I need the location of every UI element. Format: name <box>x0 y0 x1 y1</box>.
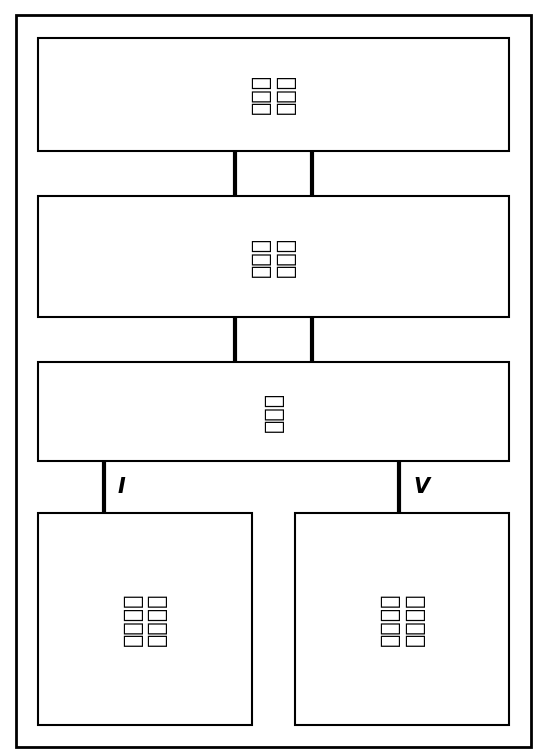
Bar <box>38 362 509 461</box>
Text: V: V <box>413 477 429 497</box>
Bar <box>38 38 509 151</box>
Text: 存储器: 存储器 <box>264 391 283 432</box>
Text: 数据处
理电路: 数据处 理电路 <box>251 236 296 277</box>
Bar <box>38 196 509 317</box>
Text: I: I <box>118 477 125 497</box>
Text: 信号输
出接口: 信号输 出接口 <box>251 74 296 115</box>
Bar <box>38 513 252 725</box>
Bar <box>295 513 509 725</box>
Text: 电流信号
采集处理: 电流信号 采集处理 <box>123 593 167 646</box>
Text: 电压信号
采集处理: 电压信号 采集处理 <box>380 593 424 646</box>
